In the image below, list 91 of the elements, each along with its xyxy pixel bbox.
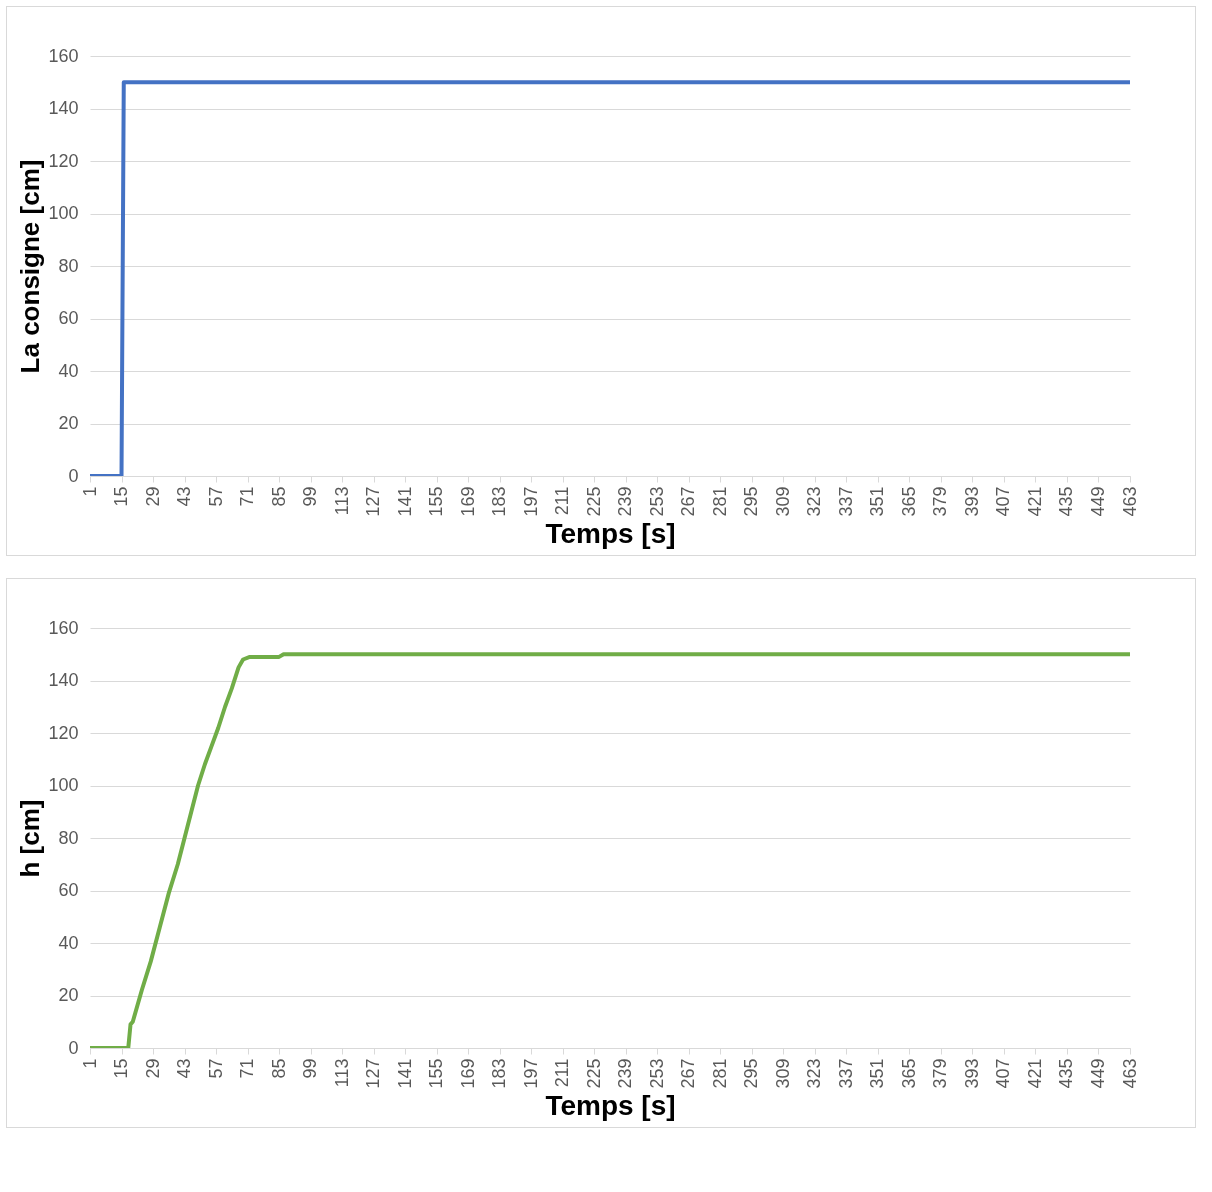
- y-tick-label: 0: [68, 465, 79, 486]
- x-tick-label: 29: [142, 486, 163, 507]
- x-tick-label: 141: [394, 1058, 415, 1089]
- y-tick-label: 80: [58, 827, 79, 848]
- x-tick-label: 267: [678, 1058, 699, 1089]
- x-tick-label: 449: [1087, 486, 1108, 517]
- y-tick-label: 60: [58, 880, 79, 900]
- x-tick-label: 379: [930, 1058, 951, 1089]
- y-axis-title: La consigne [cm]: [15, 159, 46, 374]
- x-tick-label: 463: [1119, 486, 1140, 517]
- x-tick-label: 365: [898, 1058, 919, 1089]
- x-tick-label: 239: [615, 1058, 636, 1089]
- x-tick-label: 351: [867, 1058, 888, 1089]
- x-tick-label: 309: [772, 1058, 793, 1089]
- x-tick-label: 253: [646, 486, 667, 517]
- x-tick-label: 211: [552, 1058, 573, 1088]
- x-tick-label: 421: [1024, 486, 1045, 517]
- y-tick-label: 20: [58, 985, 79, 1005]
- x-tick-label: 15: [111, 1058, 132, 1079]
- x-tick-label: 29: [142, 1058, 163, 1079]
- x-tick-label: 169: [457, 486, 478, 517]
- y-tick-label: 120: [48, 150, 79, 171]
- y-tick-label: 20: [58, 413, 79, 433]
- x-tick-label: 71: [237, 1058, 258, 1079]
- x-tick-label: 421: [1024, 1058, 1045, 1089]
- x-tick-label: 113: [331, 486, 352, 516]
- x-tick-label: 127: [363, 486, 384, 517]
- line-series: [90, 652, 1130, 1048]
- x-tick-label: 197: [520, 486, 541, 517]
- x-tick-label: 351: [867, 486, 888, 517]
- x-axis-title: Temps [s]: [545, 517, 676, 549]
- x-tick-label: 71: [237, 486, 258, 507]
- x-tick-label: 155: [426, 486, 447, 517]
- y-tick-label: 80: [58, 255, 79, 276]
- x-tick-label: 407: [993, 486, 1014, 517]
- y-tick-label: 0: [68, 1037, 79, 1058]
- x-tick-label: 253: [646, 1058, 667, 1089]
- x-tick-label: 183: [489, 1058, 510, 1089]
- x-tick-label: 43: [174, 486, 195, 507]
- x-tick-label: 85: [268, 486, 289, 507]
- x-tick-label: 113: [331, 1058, 352, 1088]
- y-tick-label: 60: [58, 308, 79, 328]
- x-tick-label: 183: [489, 486, 510, 517]
- y-tick-label: 120: [48, 722, 79, 743]
- x-tick-label: 365: [898, 486, 919, 517]
- x-tick-label: 449: [1087, 1058, 1108, 1089]
- x-tick-label: 463: [1119, 1058, 1140, 1089]
- y-tick-label: 140: [48, 670, 79, 690]
- x-tick-label: 281: [709, 1058, 730, 1089]
- x-tick-label: 281: [709, 486, 730, 517]
- x-tick-label: 435: [1056, 1058, 1077, 1089]
- x-tick-label: 99: [300, 1058, 321, 1079]
- x-tick-label: 85: [268, 1058, 289, 1079]
- x-tick-label: 267: [678, 486, 699, 517]
- y-tick-label: 40: [58, 932, 79, 953]
- x-tick-label: 407: [993, 1058, 1014, 1089]
- y-tick-label: 100: [48, 203, 79, 223]
- x-tick-label: 211: [552, 486, 573, 516]
- x-tick-label: 435: [1056, 486, 1077, 517]
- x-tick-label: 99: [300, 486, 321, 507]
- x-tick-label: 169: [457, 1058, 478, 1089]
- x-tick-label: 141: [394, 486, 415, 517]
- y-tick-label: 140: [48, 98, 79, 118]
- y-tick-label: 40: [58, 360, 79, 381]
- x-tick-label: 127: [363, 1058, 384, 1089]
- x-tick-label: 393: [961, 1058, 982, 1089]
- x-tick-label: 295: [741, 486, 762, 517]
- y-tick-label: 160: [48, 45, 79, 66]
- x-tick-label: 337: [835, 1058, 856, 1089]
- x-tick-label: 379: [930, 486, 951, 517]
- x-axis-title: Temps [s]: [545, 1089, 676, 1121]
- x-tick-label: 225: [583, 486, 604, 517]
- x-tick-label: 197: [520, 1058, 541, 1089]
- x-tick-label: 43: [174, 1058, 195, 1079]
- x-tick-label: 323: [804, 1058, 825, 1089]
- x-tick-label: 323: [804, 486, 825, 517]
- x-tick-label: 57: [205, 486, 226, 507]
- y-tick-label: 100: [48, 775, 79, 795]
- x-tick-label: 1: [79, 1058, 100, 1069]
- x-tick-label: 393: [961, 486, 982, 517]
- x-tick-label: 309: [772, 486, 793, 517]
- x-tick-label: 15: [111, 486, 132, 507]
- y-axis-title: h [cm]: [15, 799, 46, 878]
- x-tick-label: 1: [79, 486, 100, 497]
- x-tick-label: 155: [426, 1058, 447, 1089]
- x-tick-label: 239: [615, 486, 636, 517]
- x-tick-label: 295: [741, 1058, 762, 1089]
- x-tick-label: 225: [583, 1058, 604, 1089]
- x-tick-label: 337: [835, 486, 856, 517]
- y-tick-label: 160: [48, 617, 79, 638]
- x-tick-label: 57: [205, 1058, 226, 1079]
